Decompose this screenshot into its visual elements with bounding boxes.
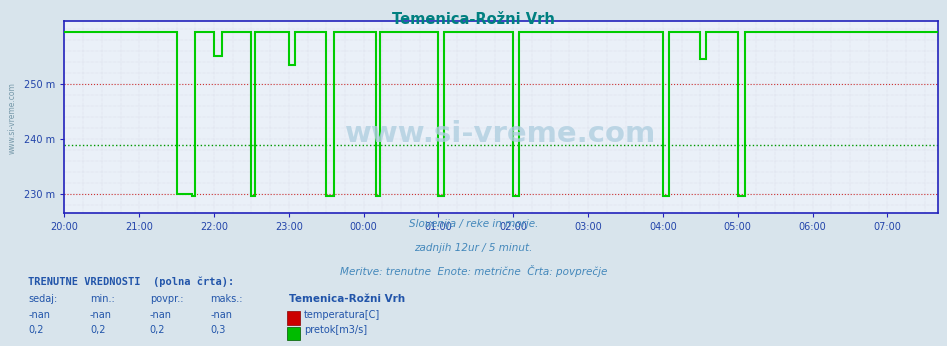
Text: 0,3: 0,3 [210,325,225,335]
Text: maks.:: maks.: [210,294,242,304]
Text: -nan: -nan [90,310,112,320]
Text: zadnjih 12ur / 5 minut.: zadnjih 12ur / 5 minut. [415,243,532,253]
Text: Temenica-Rožni Vrh: Temenica-Rožni Vrh [289,294,405,304]
Text: Meritve: trenutne  Enote: metrične  Črta: povprečje: Meritve: trenutne Enote: metrične Črta: … [340,265,607,277]
Text: www.si-vreme.com: www.si-vreme.com [8,82,17,154]
Text: -nan: -nan [210,310,232,320]
Text: sedaj:: sedaj: [28,294,58,304]
Text: temperatura[C]: temperatura[C] [304,310,381,320]
Text: povpr.:: povpr.: [150,294,183,304]
Text: Slovenija / reke in morje.: Slovenija / reke in morje. [409,219,538,229]
Text: www.si-vreme.com: www.si-vreme.com [346,120,656,148]
Text: pretok[m3/s]: pretok[m3/s] [304,325,367,335]
Text: -nan: -nan [28,310,50,320]
Text: Temenica-Rožni Vrh: Temenica-Rožni Vrh [392,12,555,27]
Text: 0,2: 0,2 [90,325,105,335]
Text: TRENUTNE VREDNOSTI  (polna črta):: TRENUTNE VREDNOSTI (polna črta): [28,277,235,288]
Text: min.:: min.: [90,294,115,304]
Text: 0,2: 0,2 [28,325,44,335]
Text: 0,2: 0,2 [150,325,165,335]
Text: -nan: -nan [150,310,171,320]
